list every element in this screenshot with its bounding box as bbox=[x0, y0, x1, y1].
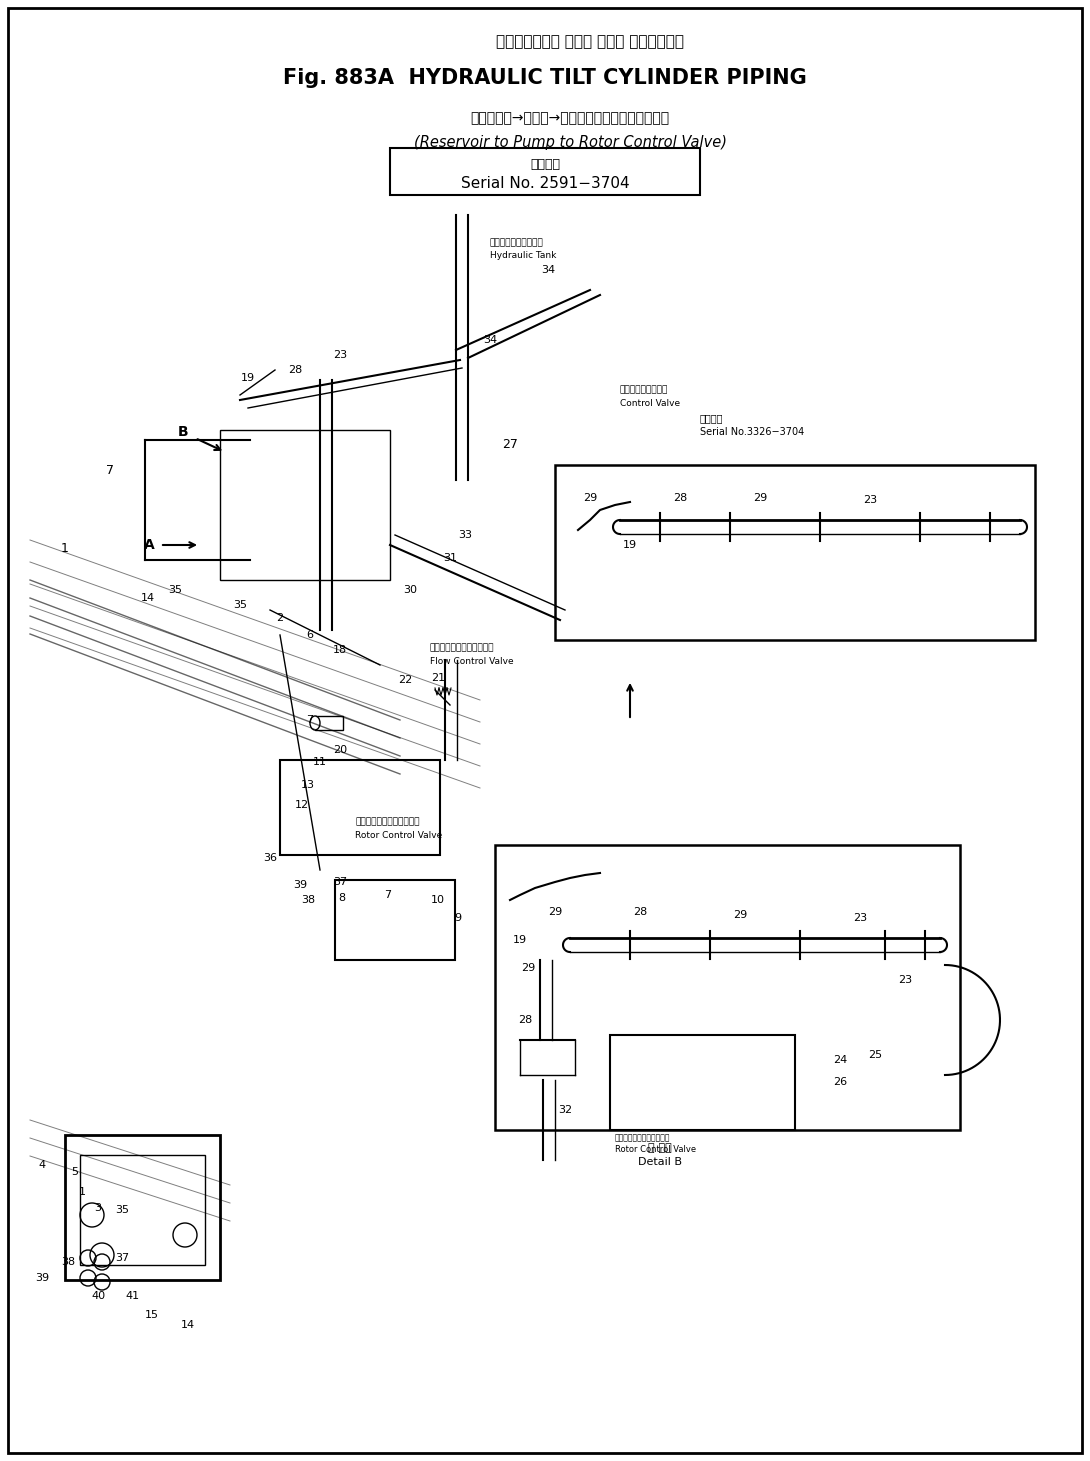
Text: コントロールバルブ: コントロールバルブ bbox=[620, 386, 668, 394]
Text: 15: 15 bbox=[145, 1311, 159, 1319]
Text: 23: 23 bbox=[332, 351, 347, 359]
Text: 12: 12 bbox=[295, 801, 310, 809]
Text: 21: 21 bbox=[431, 674, 445, 682]
Text: 29: 29 bbox=[583, 492, 597, 503]
Text: 7: 7 bbox=[106, 463, 114, 476]
Text: 8: 8 bbox=[338, 893, 346, 903]
Text: 40: 40 bbox=[90, 1292, 105, 1300]
Text: 4: 4 bbox=[38, 1160, 46, 1170]
Text: 24: 24 bbox=[833, 1055, 847, 1065]
Text: 35: 35 bbox=[168, 584, 182, 595]
Text: （リザーバ→ポンプ→ロータコントロールバルブ）: （リザーバ→ポンプ→ロータコントロールバルブ） bbox=[471, 111, 669, 126]
Bar bbox=[495, 844, 960, 1129]
Text: Fig. 883A  HYDRAULIC TILT CYLINDER PIPING: Fig. 883A HYDRAULIC TILT CYLINDER PIPING bbox=[283, 69, 807, 88]
Text: Flow Control Valve: Flow Control Valve bbox=[429, 657, 513, 666]
Text: Ｂ 部細: Ｂ 部細 bbox=[649, 1143, 671, 1153]
Text: 31: 31 bbox=[443, 554, 457, 562]
Text: 29: 29 bbox=[521, 963, 535, 973]
Text: 37: 37 bbox=[114, 1254, 129, 1262]
Text: (Reservoir to Pump to Rotor Control Valve): (Reservoir to Pump to Rotor Control Valv… bbox=[413, 136, 727, 150]
Text: 2: 2 bbox=[277, 614, 283, 622]
Text: 19: 19 bbox=[241, 373, 255, 383]
Bar bbox=[65, 1135, 220, 1280]
Text: 11: 11 bbox=[313, 757, 327, 767]
Text: Detail B: Detail B bbox=[638, 1157, 682, 1167]
Text: 25: 25 bbox=[868, 1050, 882, 1061]
Text: 27: 27 bbox=[502, 438, 518, 451]
Text: 適用号機: 適用号機 bbox=[530, 158, 560, 171]
Bar bbox=[555, 465, 1036, 640]
Text: フローコントロールバルブ: フローコントロールバルブ bbox=[429, 643, 495, 653]
Text: 適用号機: 適用号機 bbox=[700, 413, 724, 424]
Text: 28: 28 bbox=[633, 907, 647, 918]
Text: Control Valve: Control Valve bbox=[620, 399, 680, 408]
Text: 23: 23 bbox=[898, 974, 912, 985]
Text: 37: 37 bbox=[332, 877, 347, 887]
Text: ハイドロリックタンク: ハイドロリックタンク bbox=[490, 238, 544, 247]
Text: Serial No.3326−3704: Serial No.3326−3704 bbox=[700, 427, 804, 437]
Text: 38: 38 bbox=[301, 896, 315, 904]
Text: 33: 33 bbox=[458, 530, 472, 541]
Text: 10: 10 bbox=[431, 896, 445, 904]
Text: 23: 23 bbox=[863, 495, 877, 506]
Text: 7: 7 bbox=[306, 714, 314, 725]
Text: 34: 34 bbox=[541, 264, 555, 275]
Ellipse shape bbox=[310, 716, 320, 730]
Text: 19: 19 bbox=[623, 541, 637, 549]
Text: ハイドロリック チルト シリン ダバイピング: ハイドロリック チルト シリン ダバイピング bbox=[496, 35, 685, 50]
Text: 23: 23 bbox=[853, 913, 867, 923]
Text: 19: 19 bbox=[513, 935, 528, 945]
Text: 39: 39 bbox=[35, 1273, 49, 1283]
Text: 1: 1 bbox=[61, 542, 69, 555]
Text: 20: 20 bbox=[332, 745, 347, 755]
Text: 32: 32 bbox=[558, 1105, 572, 1115]
Text: 35: 35 bbox=[233, 600, 247, 611]
Text: 29: 29 bbox=[753, 492, 767, 503]
Text: 36: 36 bbox=[263, 853, 277, 863]
Bar bbox=[280, 760, 440, 855]
Text: Hydraulic Tank: Hydraulic Tank bbox=[490, 251, 556, 260]
Text: 28: 28 bbox=[673, 492, 687, 503]
Text: B: B bbox=[178, 425, 187, 438]
Text: Rotor Control Valve: Rotor Control Valve bbox=[355, 831, 443, 840]
Text: 39: 39 bbox=[293, 880, 307, 890]
Text: 14: 14 bbox=[141, 593, 155, 603]
Bar bbox=[610, 1034, 795, 1129]
Text: 6: 6 bbox=[306, 630, 314, 640]
Text: 34: 34 bbox=[483, 335, 497, 345]
Text: ロータコントロールバルブ: ロータコントロールバルブ bbox=[615, 1134, 670, 1143]
Text: ロータコントロールバルブ: ロータコントロールバルブ bbox=[355, 818, 420, 827]
Text: 18: 18 bbox=[332, 644, 347, 655]
Text: 29: 29 bbox=[732, 910, 747, 920]
Text: A: A bbox=[144, 538, 155, 552]
Text: 13: 13 bbox=[301, 780, 315, 790]
Text: 3: 3 bbox=[95, 1202, 101, 1213]
Text: 38: 38 bbox=[61, 1256, 75, 1267]
Text: Rotor Control Valve: Rotor Control Valve bbox=[615, 1145, 697, 1154]
Text: 26: 26 bbox=[833, 1077, 847, 1087]
Text: 7: 7 bbox=[385, 890, 391, 900]
Text: 14: 14 bbox=[181, 1319, 195, 1330]
Text: 5: 5 bbox=[72, 1167, 78, 1178]
Text: 35: 35 bbox=[116, 1205, 129, 1216]
Text: 41: 41 bbox=[125, 1292, 140, 1300]
Text: 22: 22 bbox=[398, 675, 412, 685]
Text: Serial No. 2591−3704: Serial No. 2591−3704 bbox=[461, 175, 629, 190]
Text: 9: 9 bbox=[455, 913, 461, 923]
Bar bbox=[335, 880, 455, 960]
Bar bbox=[80, 1156, 205, 1265]
Bar bbox=[315, 716, 343, 730]
Text: 29: 29 bbox=[548, 907, 562, 918]
Bar bbox=[390, 148, 700, 194]
Text: 1: 1 bbox=[78, 1186, 85, 1197]
Text: 28: 28 bbox=[288, 365, 302, 375]
Text: 30: 30 bbox=[403, 584, 417, 595]
Text: 28: 28 bbox=[518, 1015, 532, 1026]
